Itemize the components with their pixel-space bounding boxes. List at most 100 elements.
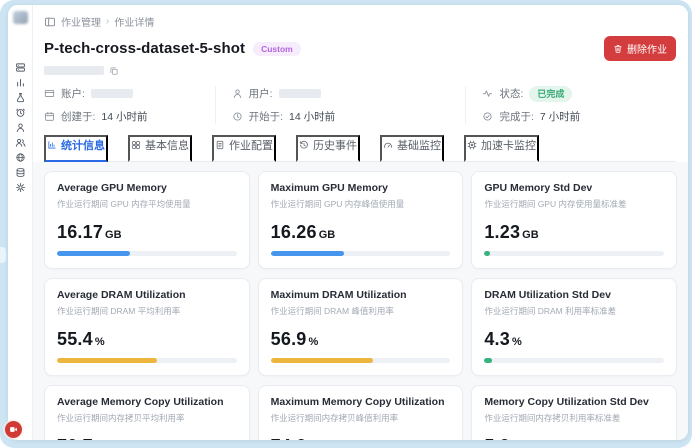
stat-card-title: Maximum Memory Copy Utilization	[270, 396, 445, 408]
info-value: 14 小时前	[101, 111, 148, 123]
breadcrumb-jobs[interactable]: 作业管理	[61, 18, 101, 29]
sidebar-item-alarm-clock[interactable]	[12, 106, 28, 118]
delete-job-button[interactable]: 删除作业	[604, 36, 676, 61]
info-label: 完成于:	[499, 111, 534, 123]
tab-bar: 统计信息 基本信息 作业配置 历史事件 基础监控 加速卡监控	[44, 135, 676, 162]
info-field-id-card: 账户:	[44, 87, 215, 100]
info-label: 用户:	[248, 88, 273, 100]
camera-icon	[9, 425, 18, 434]
info-field-check-circle: 完成于: 7 小时前	[482, 110, 676, 123]
tab-history-events[interactable]: 历史事件	[296, 135, 360, 162]
info-field-clock: 开始于: 14 小时前	[232, 110, 466, 123]
stat-card-value: 5.9%	[484, 436, 664, 440]
sidebar-item-servers[interactable]	[12, 61, 28, 73]
user-icon	[232, 88, 243, 99]
stat-progress-track	[270, 251, 451, 256]
tab-stats[interactable]: 统计信息	[44, 135, 108, 162]
stat-card-title: Average DRAM Utilization	[57, 289, 186, 301]
job-id-row	[44, 65, 676, 76]
info-value: 7 小时前	[539, 111, 581, 123]
info-label: 账户:	[61, 88, 85, 100]
stat-value-number: 70.7	[57, 436, 93, 440]
sidebar-item-bar-chart[interactable]	[12, 76, 28, 88]
stat-value-number: 56.9	[270, 329, 307, 349]
activity-icon	[482, 88, 493, 99]
tab-basic-info[interactable]: 基本信息	[128, 135, 192, 162]
info-field-calendar: 创建于: 14 小时前	[44, 110, 215, 123]
tab-basic-monitoring[interactable]: 基础监控	[380, 135, 444, 162]
stat-progress-fill	[57, 358, 157, 363]
redacted-value	[90, 89, 133, 98]
stat-card: Average DRAM Utilization 作业运行期间 DRAM 平均利用…	[44, 278, 250, 376]
trash-icon	[613, 44, 623, 54]
stat-card: Average GPU Memory 作业运行期间 GPU 内存平均使用量 16.1…	[44, 171, 250, 269]
alarm-clock-icon	[15, 107, 26, 118]
tab-accelerator-monitoring[interactable]: 加速卡监控	[464, 135, 539, 162]
flask-icon	[15, 92, 26, 103]
stat-value-unit: %	[94, 336, 105, 348]
stat-value-number: 16.17	[57, 222, 104, 242]
stat-card-title: Maximum GPU Memory	[270, 182, 388, 194]
status-badge: 已完成	[529, 85, 573, 102]
stat-value-number: 55.4	[57, 329, 93, 349]
gear-icon	[15, 182, 26, 193]
stat-card-subtitle: 作业运行期间 GPU 内存平均使用量	[57, 199, 191, 209]
job-info-grid: 账户: 创建于: 14 小时前 用户: 开始于: 14 小时前 状态: 已完成 完成于: 7 小时…	[44, 85, 676, 124]
sidebar-item-globe[interactable]	[12, 151, 28, 163]
stat-card: Maximum GPU Memory 作业运行期间 GPU 内存峰值使用量 16.2…	[257, 171, 464, 269]
tab-label: 统计信息	[61, 140, 105, 152]
page-header: 作业管理 › 作业详情 P-tech-cross-dataset-5-shot …	[33, 5, 688, 162]
stat-card-title: Average GPU Memory	[57, 182, 167, 194]
page-title: P-tech-cross-dataset-5-shot	[44, 40, 246, 57]
chart-axis-icon	[47, 140, 57, 150]
stat-card-subtitle: 作业运行期间内存拷贝峰值利用率	[270, 413, 399, 423]
breadcrumb-job-detail: 作业详情	[114, 18, 155, 29]
stat-card-subtitle: 作业运行期间 GPU 内存使用量标准差	[484, 199, 627, 209]
stat-card-subtitle: 作业运行期间内存拷贝利用率标准差	[484, 413, 621, 423]
stat-value-unit: %	[511, 336, 522, 348]
id-card-icon	[44, 88, 55, 99]
job-id-redacted	[44, 66, 104, 75]
sidebar	[8, 5, 33, 440]
stat-card-value: 1.23 GB	[484, 222, 664, 243]
sidebar-item-flask[interactable]	[12, 91, 28, 103]
stat-card-subtitle: 作业运行期间 DRAM 峰值利用率	[270, 306, 394, 316]
sidebar-item-gear[interactable]	[12, 181, 28, 193]
recording-indicator[interactable]	[5, 421, 22, 438]
stat-value-unit: %	[308, 336, 319, 348]
sidebar-collapse-handle[interactable]	[0, 247, 6, 263]
stat-card-title: Memory Copy Utilization Std Dev	[484, 396, 649, 408]
tab-label: 基本信息	[145, 140, 189, 152]
stat-card-value: 55.4%	[57, 329, 237, 350]
sidebar-item-users[interactable]	[12, 136, 28, 148]
stat-progress-fill	[484, 358, 493, 363]
document-icon	[215, 140, 225, 150]
stat-card: DRAM Utilization Std Dev 作业运行期间 DRAM 利用率标…	[471, 278, 677, 376]
copy-icon[interactable]	[109, 66, 119, 76]
redacted-value	[278, 89, 321, 98]
stat-progress-fill	[270, 358, 373, 363]
sidebar-item-user[interactable]	[12, 121, 28, 133]
stat-card-value: 70.7%	[57, 436, 237, 440]
stat-card: Maximum DRAM Utilization 作业运行期间 DRAM 峰值利用…	[257, 278, 464, 376]
stat-progress-fill	[484, 251, 490, 256]
app-logo	[12, 11, 28, 24]
stat-card-value: 74.0%	[271, 436, 451, 440]
calendar-icon	[44, 111, 55, 122]
title-row: P-tech-cross-dataset-5-shot Custom 删除作业	[44, 36, 676, 61]
breadcrumb-separator: ›	[106, 16, 110, 27]
sidebar-item-database[interactable]	[12, 166, 28, 178]
stat-value-unit: GB	[105, 229, 122, 241]
user-icon	[15, 122, 26, 133]
info-column: 账户: 创建于: 14 小时前	[44, 86, 215, 124]
sidebar-nav	[12, 58, 28, 196]
info-column: 用户: 开始于: 14 小时前	[214, 86, 466, 124]
gauge-icon	[383, 140, 393, 150]
tab-job-config[interactable]: 作业配置	[212, 135, 276, 162]
info-column: 状态: 已完成 完成于: 7 小时前	[465, 85, 676, 124]
stat-progress-fill	[270, 251, 344, 256]
stat-value-number: 16.26	[270, 222, 317, 242]
check-circle-icon	[482, 111, 493, 122]
stat-card: Average Memory Copy Utilization 作业运行期间内存拷…	[44, 385, 250, 440]
stat-progress-track	[484, 251, 664, 256]
